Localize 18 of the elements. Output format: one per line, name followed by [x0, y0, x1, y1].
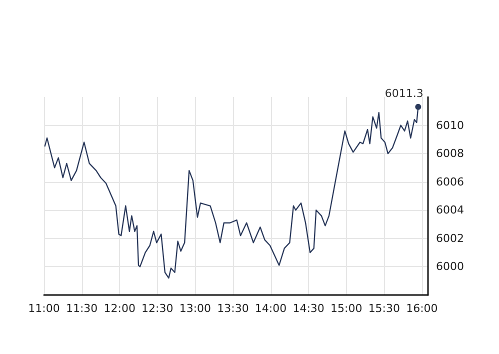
x-tick-label: 16:00	[406, 302, 438, 315]
x-tick-label: 15:00	[330, 302, 362, 315]
x-tick-label: 14:00	[254, 302, 287, 315]
x-tick-label: 13:30	[217, 302, 249, 315]
x-tick-label: 15:30	[368, 302, 400, 315]
y-tick-label: 6006	[436, 175, 464, 188]
y-tick-label: 6010	[436, 118, 464, 132]
x-tick-label: 13:00	[179, 302, 212, 315]
data-label: 6011.3	[384, 86, 424, 100]
y-tick-label: 6008	[436, 147, 464, 160]
x-tick-label: 12:30	[142, 302, 174, 315]
x-tick-label: 11:00	[28, 302, 60, 315]
x-tick-label: 12:00	[104, 302, 136, 315]
y-tick-label: 6000	[436, 260, 464, 274]
y-tick-label: 6004	[436, 204, 464, 217]
x-tick-label: 14:30	[292, 302, 324, 315]
x-tick-label: 11:30	[66, 302, 98, 315]
y-tick-label: 6002	[436, 232, 464, 245]
